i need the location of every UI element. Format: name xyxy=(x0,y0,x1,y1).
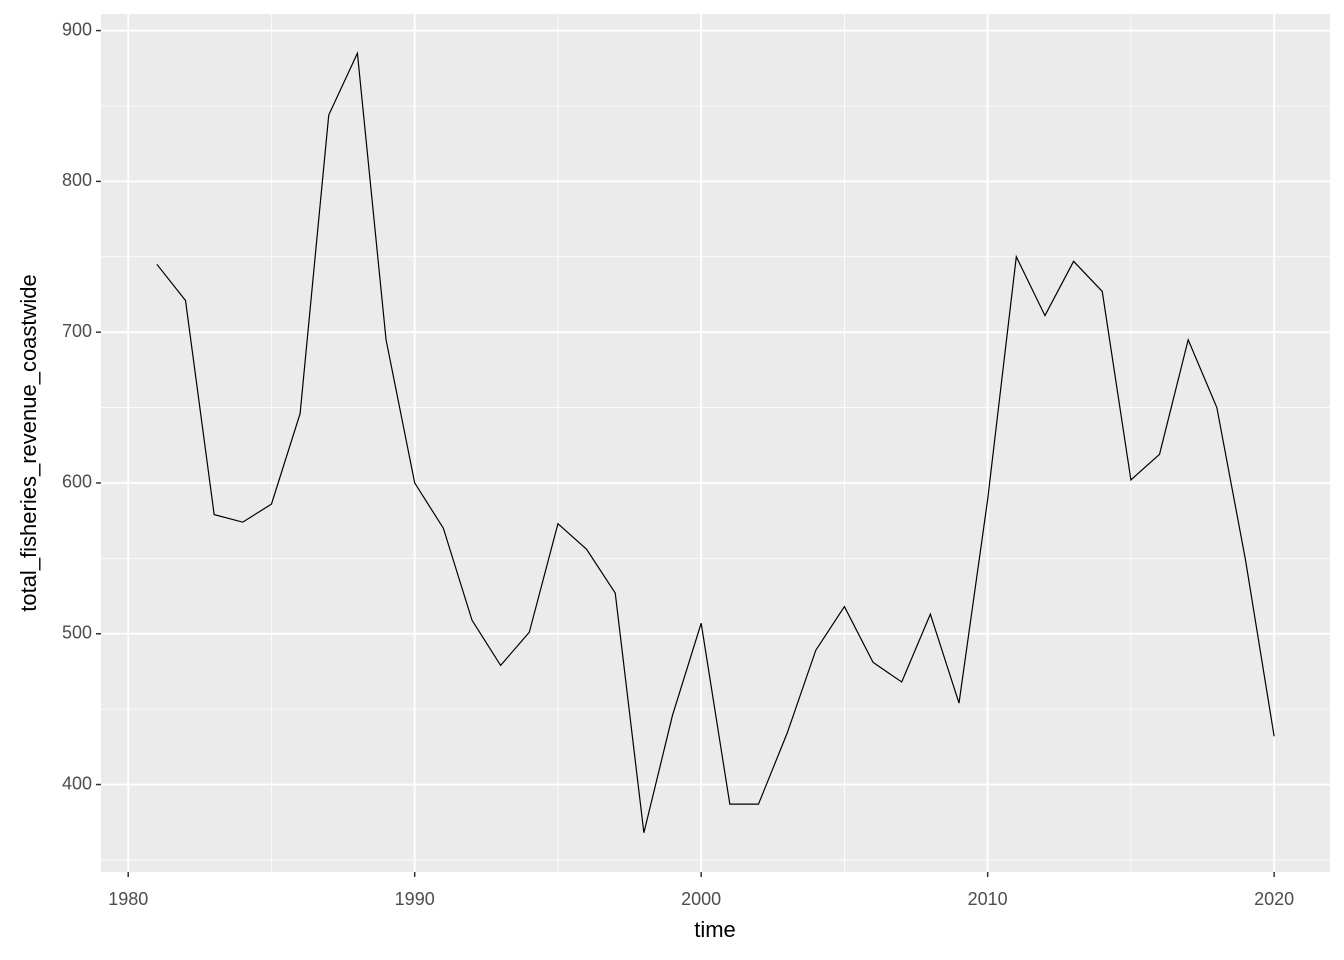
y-tick-label: 900 xyxy=(62,19,92,39)
y-tick-label: 500 xyxy=(62,623,92,643)
marks xyxy=(156,50,1275,833)
y-tick-label: 800 xyxy=(62,170,92,190)
panel xyxy=(101,14,1330,872)
x-tick-label: 2000 xyxy=(681,889,721,909)
x-tick-label: 1980 xyxy=(108,889,148,909)
x-tick-label: 1990 xyxy=(395,889,435,909)
y-tick-label: 600 xyxy=(62,472,92,492)
x-tick-label: 2020 xyxy=(1254,889,1294,909)
y-axis-title: total_fisheries_revenue_coastwide xyxy=(16,274,41,612)
x-axis-title: time xyxy=(694,917,736,942)
y-tick-label: 700 xyxy=(62,321,92,341)
y-tick-label: 400 xyxy=(62,773,92,793)
grid xyxy=(101,14,1330,872)
line xyxy=(156,50,1275,833)
x-tick-label: 2010 xyxy=(968,889,1008,909)
